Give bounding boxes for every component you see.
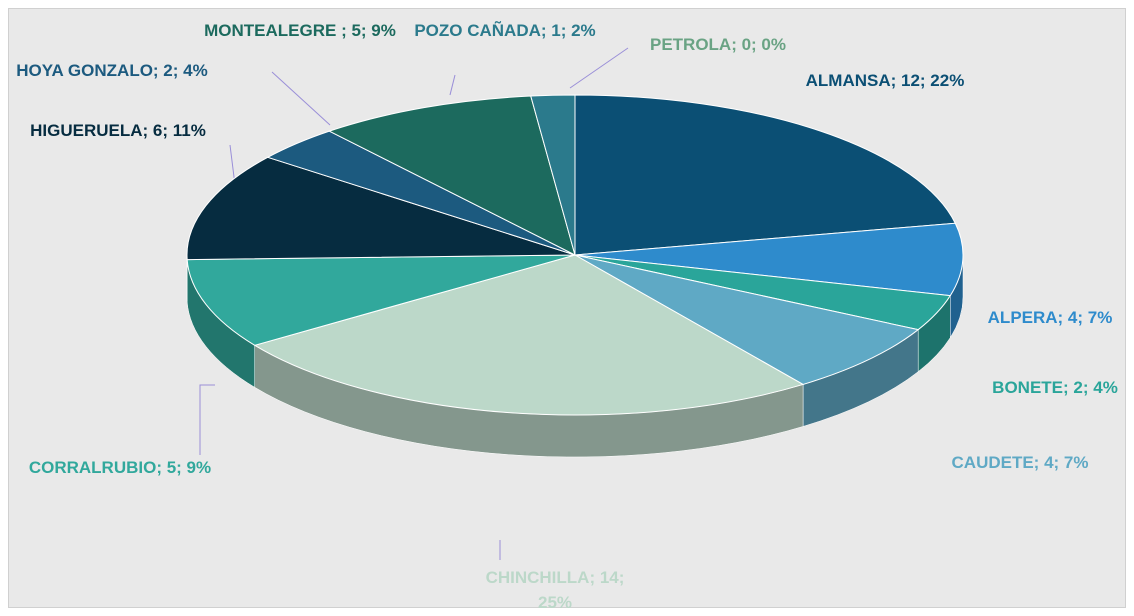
data-label: HOYA GONZALO; 2; 4% <box>16 61 208 80</box>
data-label: CAUDETE; 4; 7% <box>951 453 1089 472</box>
leader-line <box>271 71 331 126</box>
data-label: POZO CAÑADA; 1; 2% <box>414 21 596 40</box>
slice <box>186 156 576 261</box>
data-label: MONTEALEGRE ; 5; 9% <box>204 21 396 40</box>
leader-line <box>199 384 215 455</box>
data-label: BONETE; 2; 4% <box>992 378 1118 397</box>
slice <box>186 254 576 346</box>
data-label: CORRALRUBIO; 5; 9% <box>28 458 212 477</box>
slice <box>253 254 805 416</box>
data-label: CHINCHILLA; 14; 25% <box>485 568 625 612</box>
data-label: PETROLA; 0; 0% <box>649 35 787 54</box>
data-label: ALPERA; 4; 7% <box>987 308 1113 327</box>
slice <box>574 254 920 385</box>
data-label: HIGUERUELA; 6; 11% <box>30 121 206 140</box>
slice <box>328 95 576 256</box>
data-label: ALMANSA; 12; 22% <box>805 71 965 90</box>
leader-line <box>449 74 456 96</box>
slice <box>574 94 957 256</box>
slice <box>574 222 964 297</box>
leader-line <box>569 47 629 89</box>
